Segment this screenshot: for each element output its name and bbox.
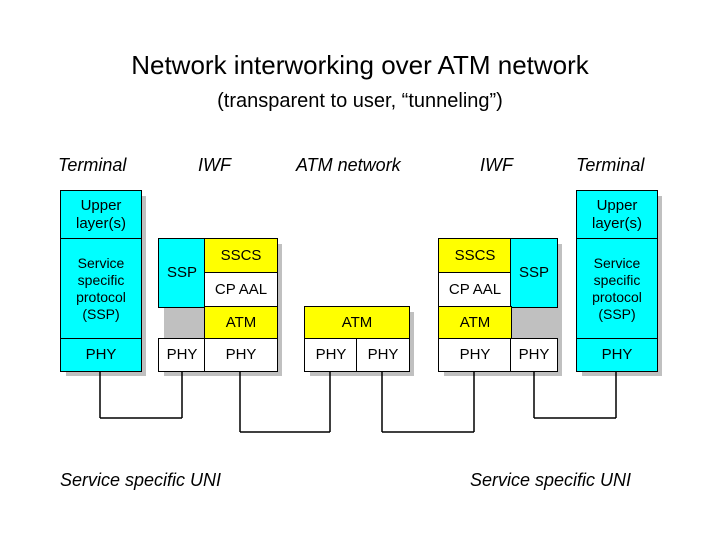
iwf-right-atm: ATM — [438, 306, 512, 340]
iwf-left-cpaal: CP AAL — [204, 272, 278, 308]
iwf-right-phy-a: PHY — [438, 338, 512, 372]
uni-label-right: Service specific UNI — [470, 470, 631, 491]
terminal-right-ssp: Service specific protocol (SSP) — [576, 238, 658, 340]
terminal-left-ssp: Service specific protocol (SSP) — [60, 238, 142, 340]
iwf-left-atm: ATM — [204, 306, 278, 340]
iwf-right-ssp: SSP — [510, 238, 558, 308]
uni-label-left: Service specific UNI — [60, 470, 221, 491]
atm-net-phy-b: PHY — [356, 338, 410, 372]
iwf-right-sscs: SSCS — [438, 238, 512, 274]
atm-net-atm: ATM — [304, 306, 410, 340]
iwf-right-cpaal: CP AAL — [438, 272, 512, 308]
iwf-left-ssp: SSP — [158, 238, 206, 308]
col-terminal-right: Terminal — [576, 155, 644, 176]
col-iwf-left: IWF — [198, 155, 231, 176]
page-subtitle: (transparent to user, “tunneling”) — [0, 90, 720, 113]
terminal-right-phy: PHY — [576, 338, 658, 372]
col-atm-network: ATM network — [296, 155, 401, 176]
terminal-right-upper: Upper layer(s) — [576, 190, 658, 240]
page-title: Network interworking over ATM network — [0, 50, 720, 81]
terminal-left-upper: Upper layer(s) — [60, 190, 142, 240]
iwf-left-sscs: SSCS — [204, 238, 278, 274]
iwf-left-phy-a: PHY — [158, 338, 206, 372]
iwf-left-phy-b: PHY — [204, 338, 278, 372]
atm-net-phy-a: PHY — [304, 338, 358, 372]
col-terminal-left: Terminal — [58, 155, 126, 176]
iwf-right-phy-b: PHY — [510, 338, 558, 372]
col-iwf-right: IWF — [480, 155, 513, 176]
terminal-left-phy: PHY — [60, 338, 142, 372]
